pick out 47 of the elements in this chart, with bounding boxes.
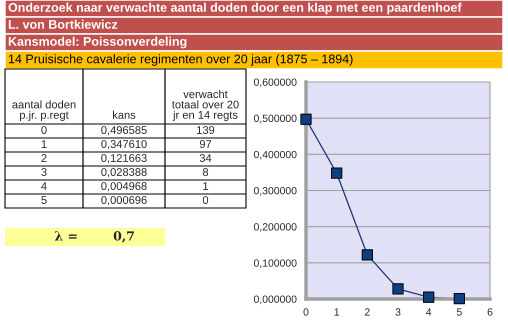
point bbox=[331, 168, 342, 179]
text: 139 bbox=[197, 126, 214, 134]
text: 0,121663 bbox=[101, 154, 147, 164]
text: 34 bbox=[200, 154, 212, 162]
text: Kansmodel: Poissonverdeling bbox=[8, 36, 186, 48]
text: verwacht totaal over 20 jr en 14 regts bbox=[172, 90, 239, 121]
text: 0,000696 bbox=[101, 196, 147, 206]
y-tick-label: 0,000000 bbox=[254, 296, 297, 304]
text: L. von Bortkiewicz bbox=[8, 20, 118, 29]
text: 97 bbox=[200, 140, 212, 148]
chart-title: Onderzoek naar verwachte aantal doden door een klap met een paardenhoef bbox=[8, 2, 462, 14]
text: 0,347610 bbox=[101, 140, 147, 150]
text: 1 bbox=[42, 140, 47, 148]
x-tick-label: 3 bbox=[396, 308, 400, 316]
text: 0,004968 bbox=[101, 182, 147, 192]
y-tick-label: 0,500000 bbox=[254, 114, 297, 124]
x-tick-label: 5 bbox=[456, 308, 462, 316]
text: 0,028388 bbox=[101, 168, 147, 178]
text: 0 bbox=[41, 126, 47, 134]
text: 8 bbox=[202, 168, 208, 176]
text: 2 bbox=[41, 154, 47, 162]
point bbox=[423, 292, 434, 303]
x-tick-label: 2 bbox=[364, 308, 370, 316]
text: 5 bbox=[41, 196, 47, 204]
point bbox=[454, 293, 465, 304]
y-tick-label: 0,300000 bbox=[254, 187, 297, 196]
y-tick-label: 0,600000 bbox=[254, 78, 297, 88]
text: 0 bbox=[202, 196, 208, 204]
x-tick-label: 0 bbox=[304, 308, 308, 316]
text: 14 Pruisische cavalerie regimenten over 20 jaar (1875 – 1894) bbox=[8, 54, 353, 66]
x-tick-label: 6 bbox=[488, 308, 492, 316]
y-tick-label: 0,200000 bbox=[254, 223, 297, 232]
text: λ = bbox=[54, 231, 77, 240]
text: kans bbox=[113, 110, 136, 119]
text: 4 bbox=[41, 182, 47, 190]
text: 3 bbox=[41, 168, 47, 176]
text: aantal doden p.jr. p.regt bbox=[12, 100, 76, 121]
x-tick-label: 1 bbox=[334, 308, 340, 316]
y-tick-label: 0,400000 bbox=[254, 150, 297, 160]
point bbox=[300, 114, 312, 125]
text: 0,7 bbox=[114, 231, 134, 243]
text: 1 bbox=[203, 182, 208, 190]
x-tick-label: 4 bbox=[426, 308, 432, 316]
text: 0,496585 bbox=[101, 126, 147, 136]
y-tick-label: 0,100000 bbox=[254, 259, 297, 268]
point bbox=[362, 249, 373, 261]
point bbox=[392, 283, 404, 295]
